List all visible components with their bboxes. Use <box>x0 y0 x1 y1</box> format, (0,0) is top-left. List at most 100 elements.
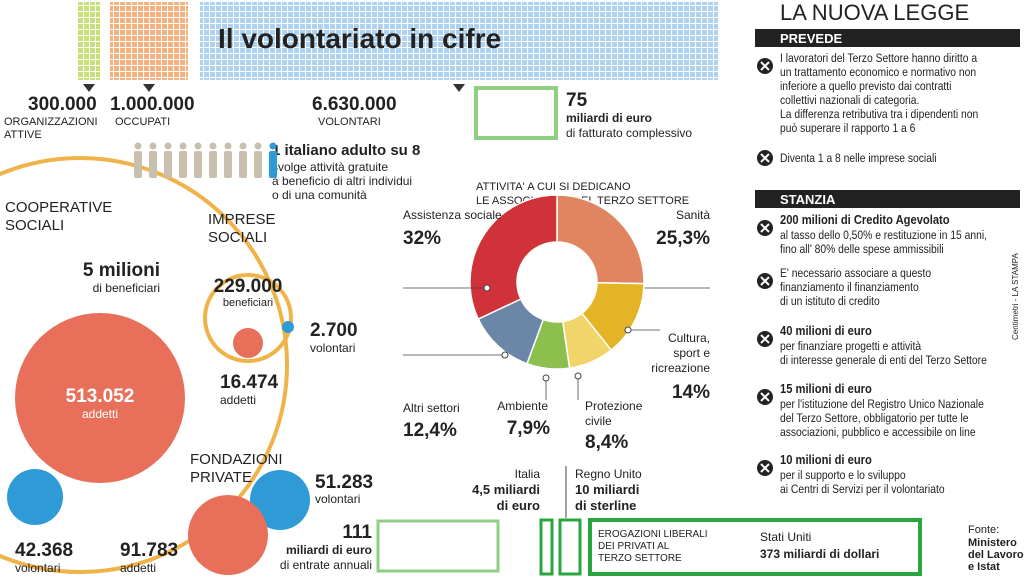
person-body <box>134 151 142 178</box>
law-line: di interesse generale di enti del Terzo … <box>780 354 987 367</box>
fp-employees-label: addetti <box>120 561 156 575</box>
law-line: ai Centri di Servizi per il volontariato <box>780 483 945 496</box>
fp-revenue-label: di entrate annuali <box>280 558 372 572</box>
law-headline: 200 milioni di Credito Agevolato <box>780 212 950 227</box>
fp-volunteers-bubble <box>250 470 310 530</box>
x-icon-mark <box>760 61 770 71</box>
person-body <box>239 151 247 178</box>
person-body <box>164 151 172 178</box>
ratio-line: o di una comunità <box>272 188 367 202</box>
source-line: del Lavoro <box>968 549 1024 561</box>
segment-name: civile <box>585 414 612 428</box>
law-line: per l'istituzione del Registro Unico Naz… <box>780 398 984 411</box>
person-body <box>254 151 262 178</box>
law-line: I lavoratori del Terzo Settore hanno dir… <box>780 52 978 65</box>
italy-amount: 4,5 miliardi <box>472 482 540 497</box>
donut-title: ATTIVITA' A CUI SI DEDICANO <box>476 181 631 193</box>
x-icon-mark <box>760 463 770 473</box>
usa-box <box>588 518 922 576</box>
se-employees-bubble <box>233 328 263 358</box>
segment-value: 25,3% <box>656 228 710 249</box>
turnover-label: di fatturato complessivo <box>566 126 692 140</box>
coop-employees: 513.052 <box>66 386 135 407</box>
person-head <box>149 142 157 150</box>
segment-value: 8,4% <box>585 432 628 453</box>
volunteers-band <box>200 2 718 80</box>
person-body <box>209 151 217 178</box>
person-head <box>224 142 232 150</box>
prevede-bar <box>755 29 1020 47</box>
se-volunteers: 2.700 <box>310 320 358 341</box>
law-line: inferiore a quello previsto dai contratt… <box>780 80 951 93</box>
se-beneficiaries-label: beneficiari <box>223 297 273 309</box>
coop-title: SOCIALI <box>5 217 64 234</box>
leader-dot <box>624 326 632 334</box>
usa-name: Stati Uniti <box>760 530 811 544</box>
uk-amount: 10 miliardi <box>575 482 639 497</box>
stanzia-heading: STANZIA <box>780 192 836 207</box>
fp-revenue: 111 <box>342 522 372 543</box>
coop-title: COOPERATIVE <box>5 199 112 216</box>
stat-value: 300.000 <box>28 94 97 115</box>
stat-value: 6.630.000 <box>312 94 397 115</box>
source-line: Ministero <box>968 537 1017 549</box>
leader-dot <box>483 284 491 292</box>
person-head <box>164 142 172 150</box>
segment-value: 7,9% <box>507 418 550 439</box>
se-ring <box>203 273 293 363</box>
italy-box <box>539 518 554 576</box>
source-line: e Istat <box>968 561 1000 573</box>
fp-volunteers-label: volontari <box>315 492 360 506</box>
person-head <box>179 142 187 150</box>
law-line: collettivi nazionali di categoria. <box>780 94 919 107</box>
segment-value: 14% <box>672 382 710 403</box>
donations-label: EROGAZIONI LIBERALI <box>598 529 707 540</box>
person-body <box>269 151 277 178</box>
source-label: Fonte: <box>968 524 999 536</box>
pointer <box>83 84 95 92</box>
employees-band <box>110 2 188 80</box>
fp-title: FONDAZIONI <box>190 451 283 468</box>
stat-label: OCCUPATI <box>115 116 170 128</box>
law-line: di un istituto di credito <box>780 295 880 308</box>
law-line: per finanziare progetti e attività <box>780 340 922 353</box>
italy-name: Italia <box>515 467 541 481</box>
stat-label: ORGANIZZAZIONI <box>4 116 98 128</box>
se-employees-label: addetti <box>220 393 256 407</box>
coop-beneficiaries: 5 milioni <box>83 260 160 281</box>
x-icon-mark <box>760 223 770 233</box>
person-body <box>194 151 202 178</box>
law-line: La differenza retributiva tra i dipenden… <box>780 108 978 121</box>
pointer <box>453 84 465 92</box>
segment-name: ricreazione <box>651 361 710 375</box>
x-icon-mark <box>760 334 770 344</box>
se-title: IMPRESE <box>208 211 276 228</box>
law-line: fino all' 80% delle spese ammissibili <box>780 243 944 256</box>
prevede-heading: PREVEDE <box>780 31 842 46</box>
law-line: associazioni, pubblico e accessibile on … <box>780 426 976 439</box>
turnover-box <box>474 86 558 140</box>
law-line: un trattamento economico e normativo non <box>780 66 976 79</box>
stat-label: ATTIVE <box>4 129 42 141</box>
leader-dot <box>542 374 550 382</box>
coop-volunteers-label: volontari <box>15 561 60 575</box>
leader-dot <box>574 372 582 380</box>
donut-segment <box>556 194 645 285</box>
fp-revenue-unit: miliardi di euro <box>286 543 372 557</box>
ratio-headline: 1 italiano adulto su 8 <box>272 142 420 159</box>
ratio-line: a beneficio di altri individui <box>272 174 412 188</box>
cooperative-ring <box>0 156 289 574</box>
segment-name: Ambiente <box>497 399 548 413</box>
leader-dot <box>501 351 509 359</box>
stanzia-bar <box>755 190 1020 208</box>
coop-volunteers-bubble <box>7 469 63 525</box>
segment-value: 32% <box>403 228 441 249</box>
law-column: I lavoratori del Terzo Settore hanno dir… <box>780 52 987 496</box>
law-line: finanziamento il finanziamento <box>780 281 919 294</box>
uk-name: Regno Unito <box>575 467 642 481</box>
person-head <box>134 142 142 150</box>
ratio-line: svolge attività gratuite <box>272 160 388 174</box>
person-head <box>254 142 262 150</box>
segment-name: sport e <box>673 346 710 360</box>
